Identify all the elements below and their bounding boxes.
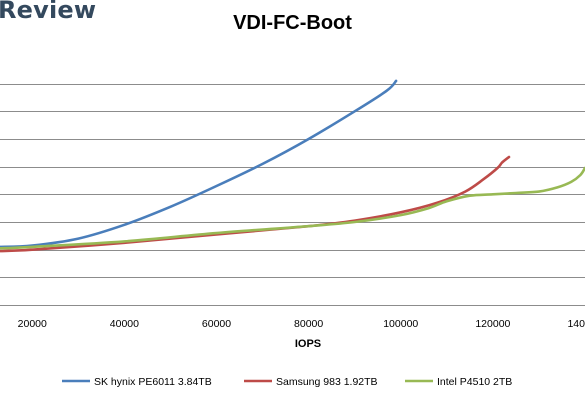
legend-label-1: SK hynix PE6011 3.84TB <box>94 376 212 388</box>
x-tick-label: 140000 <box>567 318 585 330</box>
x-tick-label: 80000 <box>294 318 323 330</box>
chart-series-lines <box>0 79 585 253</box>
chart-title: VDI-FC-Boot <box>233 12 352 34</box>
x-axis-tick-labels: 20000 40000 60000 80000 100000 120000 140000 <box>18 318 585 330</box>
series-line-1 <box>0 79 398 249</box>
x-tick-label: 20000 <box>18 318 47 330</box>
x-tick-label: 40000 <box>110 318 139 330</box>
chart-gridlines <box>0 84 585 306</box>
x-tick-label: 60000 <box>202 318 231 330</box>
legend-label-3: Intel P4510 2TB <box>437 376 512 388</box>
chart-legend: SK hynix PE6011 3.84TB Samsung 983 1.92TB… <box>62 376 512 388</box>
legend-label-2: Samsung 983 1.92TB <box>276 376 378 388</box>
x-axis-label: IOPS <box>295 338 321 350</box>
x-tick-label: 120000 <box>475 318 510 330</box>
series-line-3 <box>0 166 585 250</box>
brand-logo-text: Review <box>0 0 97 24</box>
x-tick-label: 100000 <box>383 318 418 330</box>
series-line-2 <box>0 155 511 253</box>
